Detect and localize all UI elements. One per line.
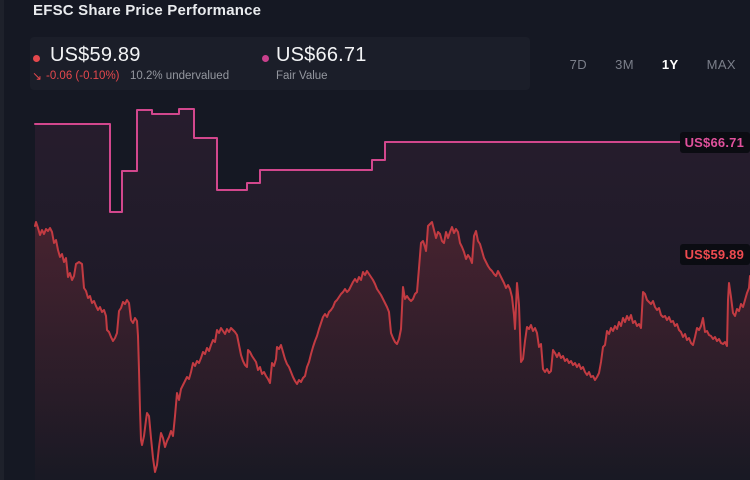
share-price-line [34, 221, 750, 473]
undervalued-note: 10.2% undervalued [130, 70, 230, 82]
share-price-value: US$59.89 [50, 44, 141, 66]
range-button-1y[interactable]: 1Y [661, 57, 679, 72]
price-change: -0.06 (-0.10%) [46, 70, 120, 82]
range-button-3m[interactable]: 3M [615, 57, 634, 72]
fair-value-legend-dot [262, 55, 269, 62]
range-buttons: 7D 3M 1Y MAX [570, 56, 736, 74]
share-price-axis-label: US$59.89 [679, 244, 750, 265]
range-button-max[interactable]: MAX [706, 57, 736, 72]
page-title: EFSC Share Price Performance [33, 2, 262, 19]
share-price-area [35, 222, 750, 480]
range-button-7d[interactable]: 7D [569, 57, 588, 72]
fair-value-axis-label: US$66.71 [679, 132, 750, 153]
window-edge [0, 0, 4, 480]
price-down-arrow-icon: ↘ [32, 69, 43, 83]
fair-value-line [34, 108, 684, 213]
fair-value-value: US$66.71 [276, 44, 367, 66]
fair-value-note: Fair Value [276, 70, 328, 82]
share-price-legend-dot [33, 55, 40, 62]
